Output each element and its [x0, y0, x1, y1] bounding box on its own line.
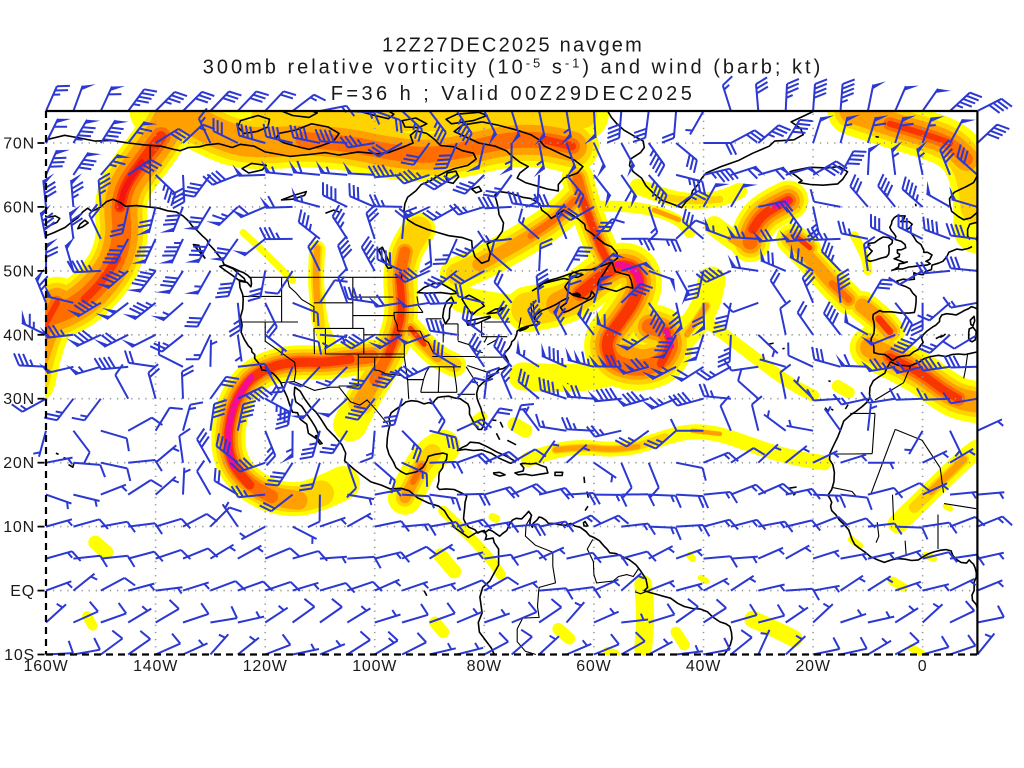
- svg-text:10N: 10N: [3, 519, 35, 536]
- svg-text:20N: 20N: [3, 455, 35, 472]
- svg-text:40N: 40N: [3, 327, 35, 344]
- svg-text:F=36 h ; Valid 00Z29DEC2025: F=36 h ; Valid 00Z29DEC2025: [331, 83, 696, 105]
- svg-text:10S: 10S: [4, 647, 35, 664]
- svg-text:40W: 40W: [686, 658, 721, 675]
- svg-text:120W: 120W: [243, 658, 288, 675]
- svg-text:80W: 80W: [467, 658, 502, 675]
- svg-text:300mb relative vorticity (10-5: 300mb relative vorticity (10-5 s-1) and …: [203, 56, 824, 79]
- svg-text:0: 0: [918, 658, 928, 675]
- svg-text:30N: 30N: [3, 391, 35, 408]
- svg-text:20W: 20W: [795, 658, 830, 675]
- svg-text:70N: 70N: [3, 136, 35, 153]
- svg-text:60N: 60N: [3, 199, 35, 216]
- svg-text:140W: 140W: [133, 658, 178, 675]
- svg-text:100W: 100W: [352, 658, 397, 675]
- svg-text:12Z27DEC2025 navgem: 12Z27DEC2025 navgem: [382, 35, 644, 57]
- svg-text:60W: 60W: [576, 658, 611, 675]
- svg-text:160W: 160W: [24, 658, 69, 675]
- svg-text:50N: 50N: [3, 263, 35, 280]
- svg-text:EQ: EQ: [10, 583, 35, 600]
